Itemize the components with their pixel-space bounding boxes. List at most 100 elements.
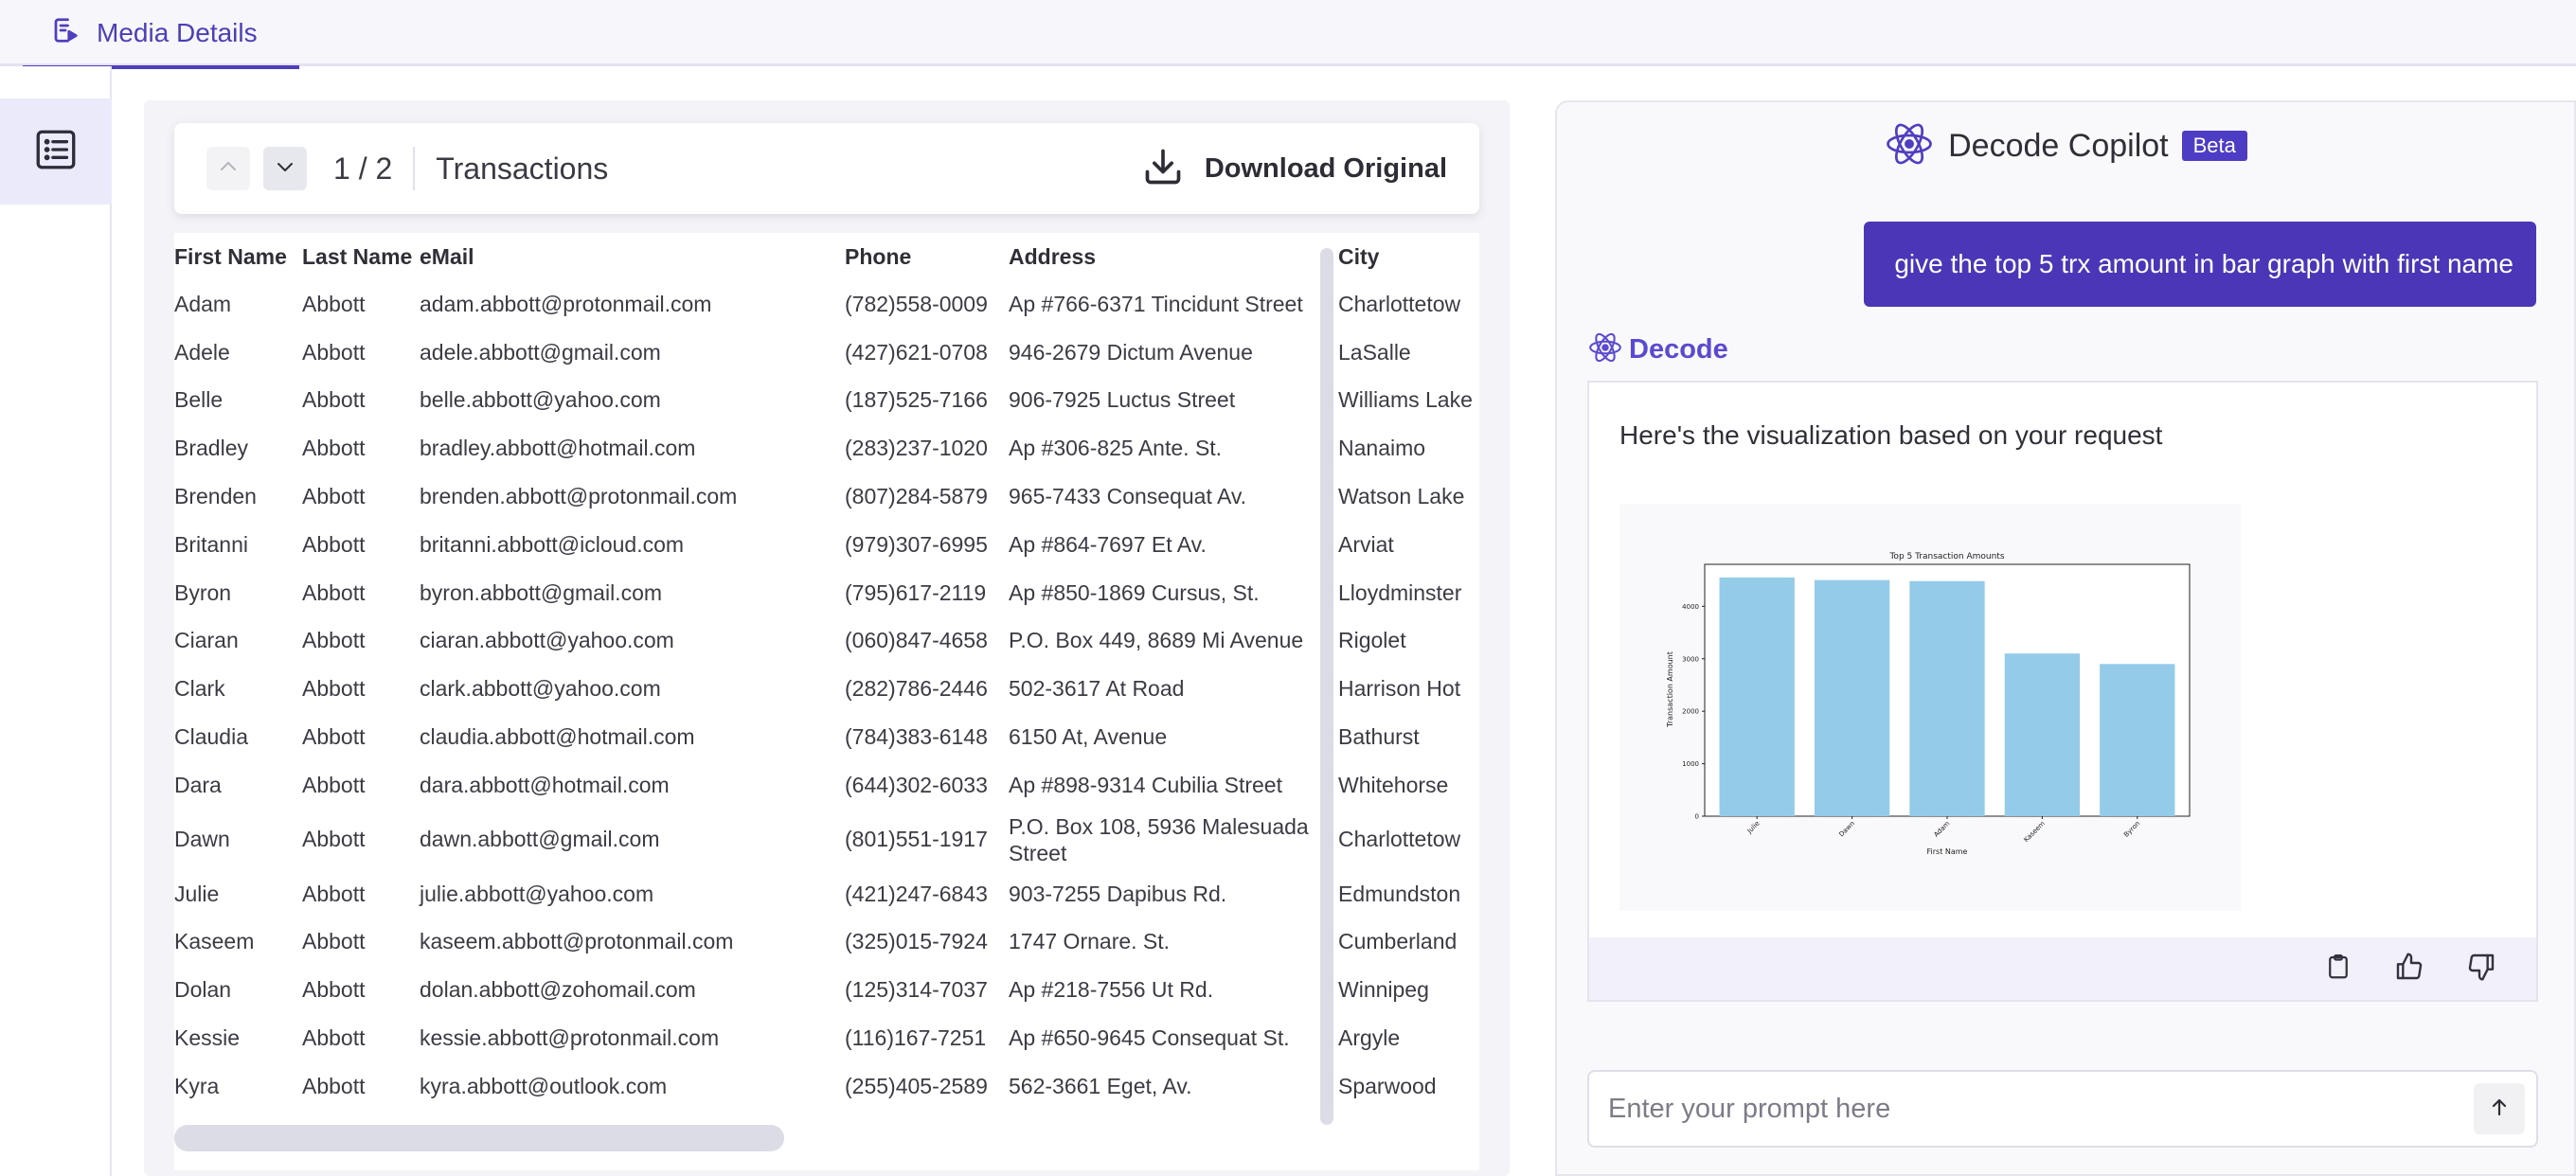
header-last-name[interactable]: Last Name	[302, 243, 413, 269]
cell-city: Bathurst	[1338, 724, 1420, 750]
next-page-button[interactable]	[263, 147, 307, 190]
cell-address: 502-3617 At Road	[1009, 676, 1185, 702]
list-icon	[32, 126, 80, 178]
header-phone[interactable]: Phone	[845, 243, 912, 269]
cell-first-name: Belle	[174, 387, 224, 413]
cell-last-name: Abbott	[302, 827, 366, 852]
cell-first-name: Brenden	[174, 484, 257, 509]
cell-first-name: Dawn	[174, 827, 230, 852]
cell-phone: (282)786-2446	[845, 676, 988, 702]
table-row[interactable]: Dawn Abbott dawn.abbott@gmail.com (801)551-…	[174, 810, 1479, 870]
chart-bar	[2004, 653, 2081, 816]
prompt-input[interactable]	[1608, 1093, 2474, 1125]
cell-email: clark.abbott@yahoo.com	[420, 676, 661, 702]
table-row[interactable]: Julie Abbott julie.abbott@yahoo.com (421)24…	[174, 870, 1479, 918]
cell-city: Williams Lake	[1338, 387, 1473, 413]
header-email[interactable]: eMail	[420, 243, 474, 269]
send-button[interactable]	[2474, 1083, 2525, 1134]
page-counter: 1 / 2	[333, 147, 416, 190]
cell-address: P.O. Box 108, 5936 Malesuada Street	[1009, 813, 1309, 865]
cell-phone: (125)314-7037	[845, 977, 988, 1003]
copilot-header: Decode Copilot Beta	[1557, 116, 2574, 176]
table-row[interactable]: Kessie Abbott kessie.abbott@protonmail.com…	[174, 1014, 1479, 1062]
table-row[interactable]: Byron Abbott byron.abbott@gmail.com (795)61…	[174, 569, 1479, 617]
cell-last-name: Abbott	[302, 929, 366, 954]
left-rail	[0, 66, 112, 1176]
cell-last-name: Abbott	[302, 1073, 366, 1098]
thumbs-up-button[interactable]	[2394, 952, 2424, 987]
chart-y-axis-label: Transaction Amount	[1666, 651, 1674, 728]
download-icon	[1142, 146, 1184, 192]
cell-city: Arviat	[1338, 531, 1394, 557]
cell-last-name: Abbott	[302, 484, 366, 509]
table-row[interactable]: Adele Abbott adele.abbott@gmail.com (427)62…	[174, 329, 1479, 377]
cell-address: 946-2679 Dictum Avenue	[1009, 339, 1253, 365]
cell-last-name: Abbott	[302, 339, 366, 365]
cell-email: adele.abbott@gmail.com	[420, 339, 661, 365]
table-row[interactable]: Dara Abbott dara.abbott@hotmail.com (644)30…	[174, 761, 1479, 810]
cell-last-name: Abbott	[302, 881, 366, 906]
cell-phone: (283)237-1020	[845, 436, 988, 461]
chart-x-tick-label: Kaseem	[2022, 820, 2046, 844]
document-title: Transactions	[436, 151, 609, 186]
cell-email: kyra.abbott@outlook.com	[420, 1073, 668, 1098]
cell-first-name: Britanni	[174, 531, 248, 557]
cell-first-name: Kessie	[174, 1025, 241, 1051]
table-row[interactable]: Clark Abbott clark.abbott@yahoo.com (282)78…	[174, 665, 1479, 713]
cell-address: Ap #766-6371 Tincidunt Street	[1009, 291, 1303, 316]
cell-last-name: Abbott	[302, 579, 366, 605]
cell-city: Lloydminster	[1338, 579, 1462, 605]
chart-y-tick-label: 0	[1695, 813, 1699, 821]
transactions-table: First Name Last Name eMail Phone Address City…	[174, 233, 1479, 1111]
table-row[interactable]: Kyra Abbott kyra.abbott@outlook.com (255)40…	[174, 1062, 1479, 1111]
cell-city: Edmundston	[1338, 881, 1461, 906]
chart-title: Top 5 Transaction Amounts	[1888, 552, 2004, 561]
cell-phone: (255)405-2589	[845, 1073, 988, 1098]
cell-city: Rigolet	[1338, 628, 1406, 653]
chevron-up-icon	[217, 155, 240, 183]
cell-phone: (187)525-7166	[845, 387, 988, 413]
thumbs-down-button[interactable]	[2466, 952, 2496, 987]
cell-address: 903-7255 Dapibus Rd.	[1009, 881, 1227, 906]
cell-city: Argyle	[1338, 1025, 1401, 1051]
cell-first-name: Bradley	[174, 436, 248, 461]
table-row[interactable]: Bradley Abbott bradley.abbott@hotmail.com (…	[174, 424, 1479, 472]
header-first-name[interactable]: First Name	[174, 243, 287, 269]
tab-media-details[interactable]: Media Details	[23, 0, 299, 69]
previous-page-button[interactable]	[206, 147, 250, 190]
cell-first-name: Adele	[174, 339, 230, 365]
table-row[interactable]: Adam Abbott adam.abbott@protonmail.com (782…	[174, 280, 1479, 329]
cell-phone: (795)617-2119	[845, 579, 987, 605]
cell-address: Ap #850-1869 Cursus, St.	[1009, 579, 1260, 605]
table-of-contents-button[interactable]	[0, 98, 112, 205]
table-row[interactable]: Belle Abbott belle.abbott@yahoo.com (187)52…	[174, 377, 1479, 425]
cell-email: brenden.abbott@protonmail.com	[420, 484, 738, 509]
chart-x-tick-label: Adam	[1932, 820, 1951, 839]
cell-email: kaseem.abbott@protonmail.com	[420, 929, 734, 954]
cell-city: Winnipeg	[1338, 977, 1429, 1003]
cell-email: dawn.abbott@gmail.com	[420, 827, 660, 852]
cell-phone: (427)621-0708	[845, 339, 988, 365]
cell-last-name: Abbott	[302, 977, 366, 1003]
chart-bar	[1719, 577, 1795, 816]
table-row[interactable]: Kaseem Abbott kaseem.abbott@protonmail.com…	[174, 918, 1479, 967]
download-original-button[interactable]: Download Original	[1142, 146, 1447, 192]
atom-icon	[1884, 118, 1935, 174]
cell-email: kessie.abbott@protonmail.com	[420, 1025, 720, 1051]
table-row[interactable]: Ciaran Abbott ciaran.abbott@yahoo.com (060)…	[174, 617, 1479, 666]
vertical-scrollbar[interactable]	[1320, 248, 1333, 1125]
table-row[interactable]: Claudia Abbott claudia.abbott@hotmail.com (…	[174, 713, 1479, 761]
table-row[interactable]: Brenden Abbott brenden.abbott@protonmail.c…	[174, 472, 1479, 521]
header-address[interactable]: Address	[1009, 243, 1097, 269]
chart-bar	[2100, 664, 2175, 816]
table-row[interactable]: Dolan Abbott dolan.abbott@zohomail.com (125…	[174, 966, 1479, 1014]
copy-button[interactable]	[2324, 953, 2352, 986]
chevron-down-icon	[274, 155, 296, 183]
table-row[interactable]: Britanni Abbott britanni.abbott@icloud.com…	[174, 521, 1479, 569]
cell-first-name: Kyra	[174, 1073, 220, 1098]
chart-x-tick-label: Dawn	[1837, 820, 1856, 839]
header-city[interactable]: City	[1338, 243, 1380, 269]
cell-city: Nanaimo	[1338, 436, 1426, 461]
cell-last-name: Abbott	[302, 628, 366, 653]
horizontal-scrollbar[interactable]	[174, 1125, 784, 1151]
